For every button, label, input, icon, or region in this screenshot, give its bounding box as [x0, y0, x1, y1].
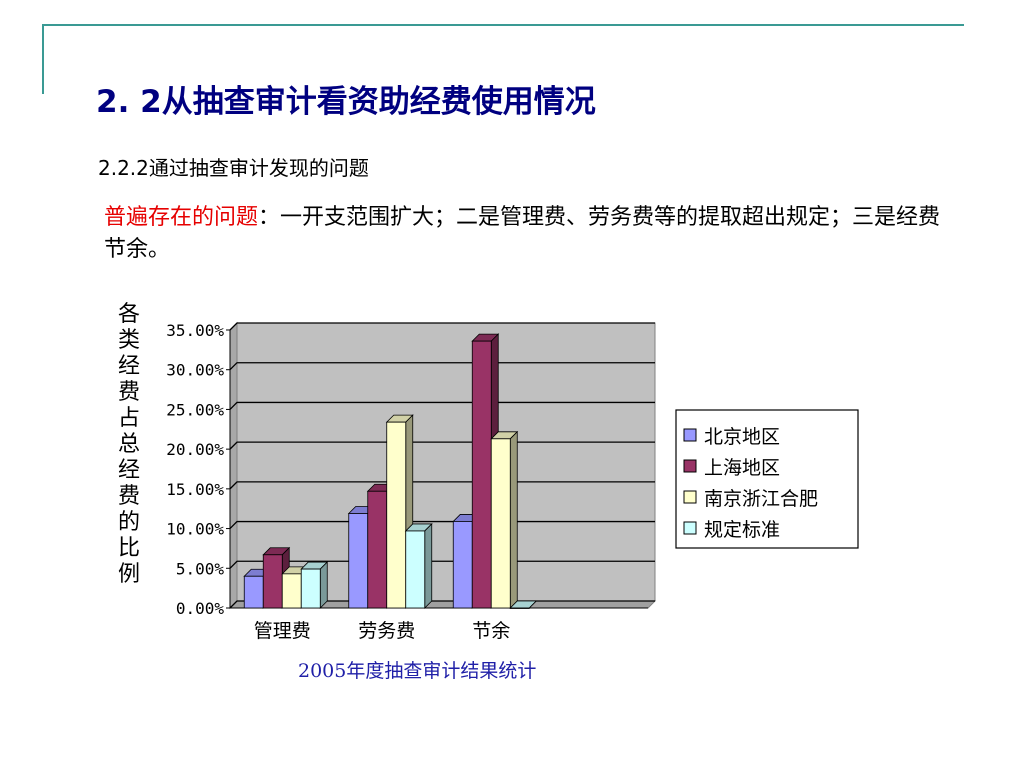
- slide-subtitle: 2.2.2通过抽查审计发现的问题: [98, 156, 369, 180]
- gridline: [229, 401, 655, 410]
- legend-swatch: [683, 521, 697, 535]
- plot-back-wall: [229, 322, 656, 610]
- slide-title: 2. 2从抽查审计看资助经费使用情况: [96, 84, 596, 120]
- bar: [509, 600, 538, 609]
- y-tick-label: 20.00%: [166, 440, 224, 459]
- bar-side: [509, 430, 518, 609]
- y-tick-label: 5.00%: [176, 559, 225, 578]
- y-tick-label: 25.00%: [166, 400, 224, 419]
- body-rest: ：一开支范围扩大；二是管理费、劳务费等的提取超出规定；三是经费节余。: [104, 205, 941, 262]
- bar-front: [348, 513, 369, 609]
- legend-entry: 上海地区: [704, 457, 780, 479]
- x-tick-label: 劳务费: [358, 620, 415, 642]
- body-text: 普遍存在的问题：一开支范围扩大；二是管理费、劳务费等的提取超出规定；三是经费节余…: [104, 202, 944, 266]
- legend-swatch: [683, 428, 697, 442]
- bar-chart: 0.00% 5.00% 10.00% 15.00% 20.00% 25.00% 30.00%…: [166, 321, 859, 642]
- y-axis-label: 各类经费占总经费的比例: [117, 302, 140, 587]
- x-tick-label: 管理费: [254, 620, 311, 642]
- legend-swatch: [683, 459, 697, 473]
- legend-swatch: [683, 490, 697, 504]
- bar-front: [386, 421, 407, 609]
- y-tick-label: 30.00%: [166, 361, 224, 380]
- bar-front: [243, 575, 264, 609]
- bar: [300, 561, 329, 609]
- bar-front: [509, 607, 530, 609]
- body-highlight: 普遍存在的问题: [104, 205, 259, 230]
- gridline: [229, 322, 655, 331]
- legend-box: [675, 409, 859, 549]
- bar-front: [490, 438, 511, 609]
- bar-front: [405, 530, 426, 609]
- chart-caption: 2005年度抽查审计结果统计: [298, 660, 537, 682]
- bar-front: [281, 573, 302, 609]
- legend-entry: 规定标准: [704, 519, 780, 541]
- legend-entry: 北京地区: [704, 426, 780, 448]
- bar: [490, 430, 519, 609]
- bar-front: [300, 568, 321, 609]
- bar-front: [262, 554, 283, 609]
- gridline: [229, 362, 655, 371]
- x-tick-label: 节余: [472, 620, 510, 642]
- y-tick-label: 15.00%: [166, 480, 224, 499]
- frame-left-line: [42, 24, 44, 94]
- y-tick-label: 10.00%: [166, 520, 224, 539]
- legend-entry: 南京浙江合肥: [704, 488, 818, 510]
- bar: [262, 546, 291, 609]
- y-tick-label: 35.00%: [166, 321, 224, 340]
- bar: [404, 522, 433, 609]
- frame-top-line: [42, 24, 964, 26]
- bar-side: [424, 522, 433, 609]
- bar-side: [528, 600, 537, 609]
- y-tick-label: 0.00%: [176, 599, 225, 618]
- bar-side: [319, 561, 328, 609]
- bar-front: [471, 340, 492, 609]
- bar-front: [367, 490, 388, 609]
- bar-front: [452, 521, 473, 609]
